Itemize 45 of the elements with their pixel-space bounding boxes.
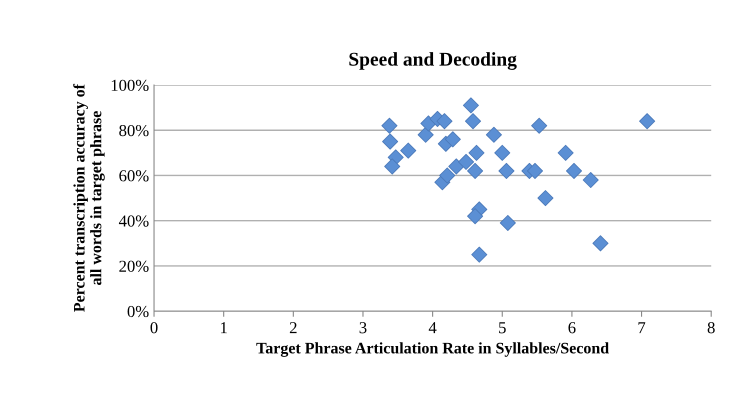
y-tick-label: 60% (119, 170, 149, 182)
point (486, 126, 502, 143)
x-tick-label: 4 (428, 322, 437, 334)
point (458, 154, 474, 170)
x-axis-title: Target Phrase Articulation Rate in Syllables/Second (256, 342, 609, 357)
point (381, 118, 398, 134)
point (467, 208, 484, 224)
point (558, 144, 574, 161)
point (400, 142, 416, 159)
point (526, 162, 544, 179)
point (500, 214, 516, 231)
point (537, 190, 554, 206)
point (639, 113, 656, 130)
x-tick-label: 8 (708, 322, 715, 334)
point (471, 246, 488, 263)
point (464, 113, 482, 130)
x-tick-label: 2 (290, 322, 297, 334)
x-tick-label: 0 (150, 322, 158, 334)
y-tick-label: 40% (118, 215, 149, 227)
y-tick-label: 80% (119, 124, 149, 136)
x-tick-label: 3 (360, 322, 366, 334)
chart-title: Speed and Decoding (349, 52, 517, 70)
point (382, 134, 398, 150)
point (468, 144, 485, 161)
point (582, 172, 599, 188)
x-tick-label: 7 (638, 322, 646, 334)
point (566, 162, 582, 179)
y-tick-label: 0% (128, 306, 149, 318)
x-tick-label: 6 (568, 322, 576, 334)
point (498, 162, 514, 179)
point (439, 167, 456, 184)
y-tick-label: 100% (112, 80, 149, 92)
point (494, 144, 510, 161)
y-axis-title: Percent transcription accuracy of all words in target phrase (73, 84, 105, 312)
point (462, 97, 479, 114)
x-tick-label: 5 (499, 322, 506, 334)
point (531, 118, 548, 134)
point (384, 158, 400, 174)
point (436, 113, 452, 130)
point (418, 126, 434, 143)
x-tick-label: 1 (220, 322, 227, 334)
point (444, 131, 461, 148)
point (592, 235, 608, 252)
y-tick-label: 20% (119, 260, 149, 272)
point (467, 162, 484, 179)
